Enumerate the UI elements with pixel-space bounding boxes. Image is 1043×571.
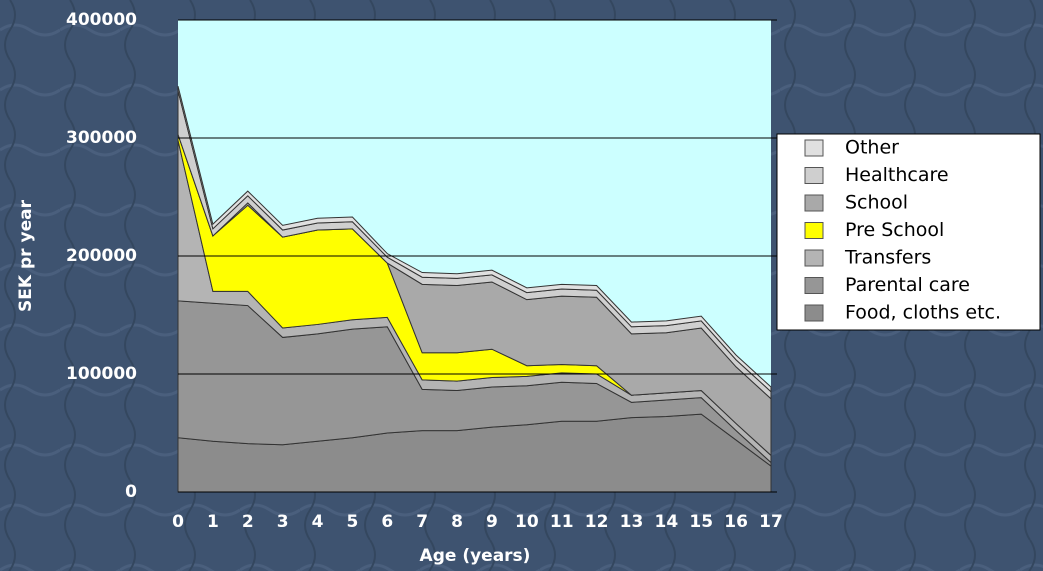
x-tick-label: 2 [242, 512, 254, 532]
legend-swatch [804, 194, 824, 212]
legend-label: Transfers [844, 247, 931, 269]
legend-label: Healthcare [845, 164, 949, 186]
x-tick-label: 6 [381, 512, 393, 532]
y-tick-label: 100000 [66, 364, 137, 384]
x-tick-label: 9 [486, 512, 498, 532]
x-tick-label: 12 [585, 512, 609, 532]
legend-label: Parental care [845, 274, 970, 296]
x-tick-label: 15 [689, 512, 713, 532]
legend-swatch [804, 222, 824, 239]
legend-label: Other [845, 137, 899, 159]
legend-label: Pre School [845, 219, 944, 241]
y-tick-label: 300000 [66, 128, 137, 148]
x-tick-label: 7 [416, 512, 428, 532]
y-axis-label: SEK pr year [16, 199, 36, 312]
x-tick-label: 16 [724, 512, 748, 532]
x-tick-label: 17 [759, 512, 783, 532]
area [177, 85, 772, 393]
legend-swatch [804, 167, 824, 184]
x-tick-label: 10 [515, 512, 539, 532]
x-tick-label: 8 [451, 512, 463, 532]
y-tick-label: 200000 [66, 246, 137, 266]
x-tick-label: 1 [207, 512, 219, 532]
legend-swatch [804, 139, 824, 157]
legend-label: School [845, 192, 908, 214]
x-tick-label: 14 [655, 512, 679, 532]
y-tick-label: 400000 [66, 10, 137, 30]
x-axis-label: Age (years) [420, 546, 531, 566]
legend-label: Food, cloths etc. [845, 302, 1001, 324]
legend-swatch [804, 304, 824, 322]
x-tick-label: 5 [346, 512, 358, 532]
legend-swatch [804, 277, 824, 294]
legend-swatch [804, 249, 824, 267]
x-tick-label: 0 [172, 512, 184, 532]
x-tick-label: 13 [620, 512, 644, 532]
x-tick-label: 3 [277, 512, 289, 532]
x-tick-label: 4 [312, 512, 324, 532]
x-tick-label: 11 [550, 512, 574, 532]
y-tick-label: 0 [125, 482, 137, 502]
